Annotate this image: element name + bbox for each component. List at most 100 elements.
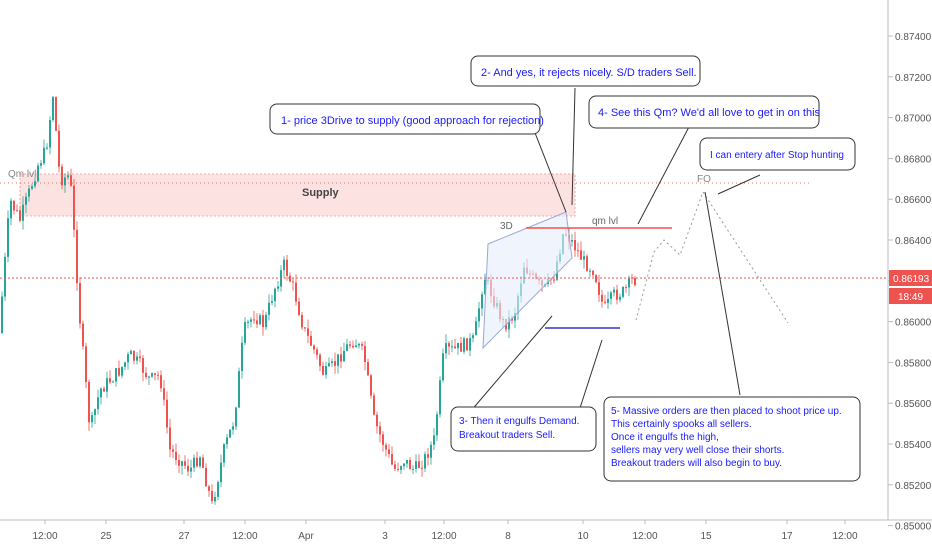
candle-body [361, 343, 363, 346]
candle-body [16, 210, 18, 212]
candle-body [184, 461, 186, 466]
candle-body [205, 467, 207, 487]
candle-body [55, 97, 57, 131]
candle-body [37, 165, 39, 182]
candle-body [433, 435, 435, 445]
candle-body [100, 388, 102, 398]
svg-text:This certainly spooks all sell: This certainly spooks all sellers. [611, 419, 752, 430]
price-tick-label: 0.85200 [895, 481, 932, 492]
candle-body [316, 349, 318, 355]
candle-body [211, 490, 213, 502]
candle-body [367, 362, 369, 376]
candle-body [430, 444, 432, 458]
price-axis[interactable]: 0.87400 0.87200 0.87000 0.86800 0.86600 0.864… [888, 32, 932, 533]
candle-body [577, 250, 579, 252]
time-axis[interactable]: 12:00 25 27 12:00 Apr 3 12:00 8 10 12:00 15 17 12:00 [32, 520, 858, 542]
candle-body [286, 259, 288, 276]
candle-body [322, 366, 324, 375]
candle-body [112, 381, 114, 383]
time-tick-label: 12:00 [32, 531, 57, 542]
annotation-2[interactable]: 2- And yes, it rejects nicely. S/D trade… [470, 55, 701, 87]
candle-body [151, 373, 153, 377]
candle-body [553, 279, 555, 281]
candle-body [418, 461, 420, 468]
candle-body [436, 414, 438, 436]
qm-left-label: Qm lvl [8, 169, 36, 180]
candle-body [604, 301, 606, 303]
candle-body [508, 317, 510, 330]
candle-body [127, 354, 129, 363]
candle-body [130, 350, 132, 355]
candle-body [580, 250, 582, 260]
candle-body [103, 388, 105, 392]
svg-text:1- price 3Drive to supply (goo: 1- price 3Drive to supply (good approach… [281, 115, 544, 127]
candle-body [106, 378, 108, 392]
candle-body [610, 292, 612, 299]
annotation-3[interactable]: 3- Then it engulfs Demand. Breakout trad… [450, 406, 597, 452]
candle-body [427, 454, 429, 458]
svg-text:0.86193: 0.86193 [893, 274, 930, 285]
candle-body [79, 283, 81, 324]
price-tick-label: 0.86400 [895, 236, 932, 247]
candle-body [25, 196, 27, 205]
annotation-1[interactable]: 1- price 3Drive to supply (good approach… [269, 103, 544, 135]
candle-body [247, 321, 249, 323]
time-tick-label: Apr [298, 531, 314, 542]
svg-text:4- See this Qm? We'd all love: 4- See this Qm? We'd all love to get in … [598, 107, 821, 119]
candle-body [370, 375, 372, 396]
candle-body [592, 270, 594, 276]
candle-body [292, 281, 294, 283]
candle-body [220, 462, 222, 483]
candle-body [265, 314, 267, 328]
candle-body [43, 147, 45, 164]
annotation-6[interactable]: I can entery after Stop hunting [699, 137, 856, 171]
candle-body [475, 321, 477, 336]
candle-body [457, 342, 459, 349]
candle-body [484, 279, 486, 295]
price-tick-label: 0.87200 [895, 73, 932, 84]
candle-body [97, 397, 99, 410]
candle-body [199, 457, 201, 467]
candle-body [448, 343, 450, 347]
candle-body [85, 346, 87, 382]
svg-text:2- And yes, it rejects nicely.: 2- And yes, it rejects nicely. S/D trade… [481, 67, 697, 79]
three-drive-channel [482, 211, 573, 350]
candle-body [346, 344, 348, 351]
candle-body [148, 376, 150, 378]
svg-text:18:49: 18:49 [898, 292, 923, 303]
candle-body [385, 444, 387, 450]
candle-body [628, 277, 630, 288]
svg-text:5- Massive orders are then pla: 5- Massive orders are then placed to sho… [611, 406, 842, 417]
candle-body [19, 210, 21, 221]
candle-body [442, 353, 444, 381]
time-tick-label: 27 [178, 531, 190, 542]
candle-body [4, 256, 6, 297]
candle-body [406, 460, 408, 464]
candle-body [514, 312, 516, 321]
candle-body [574, 240, 576, 251]
candle-body [325, 366, 327, 375]
candle-body [262, 315, 264, 328]
time-tick-label: 12:00 [632, 531, 657, 542]
price-tick-label: 0.85000 [895, 522, 932, 533]
time-tick-label: 3 [382, 531, 388, 542]
candle-body [223, 444, 225, 463]
candle-body [163, 388, 165, 400]
candle-body [238, 371, 240, 408]
price-tick-label: 0.85600 [895, 399, 932, 410]
candle-body [445, 343, 447, 354]
annotation-5[interactable]: 5- Massive orders are then placed to sho… [603, 396, 861, 482]
three-drive-label: 3D [500, 221, 513, 232]
candle-body [115, 368, 117, 382]
candle-body [1, 296, 3, 333]
candle-body [613, 289, 615, 293]
candle-body [175, 451, 177, 460]
svg-text:Once it engulfs the high,: Once it engulfs the high, [611, 432, 719, 443]
candle-body [310, 335, 312, 346]
candle-body [145, 372, 147, 377]
annotation-4[interactable]: 4- See this Qm? We'd all love to get in … [588, 95, 821, 129]
candle-body [28, 188, 30, 197]
candle-body [460, 342, 462, 352]
time-tick-label: 12:00 [832, 531, 857, 542]
